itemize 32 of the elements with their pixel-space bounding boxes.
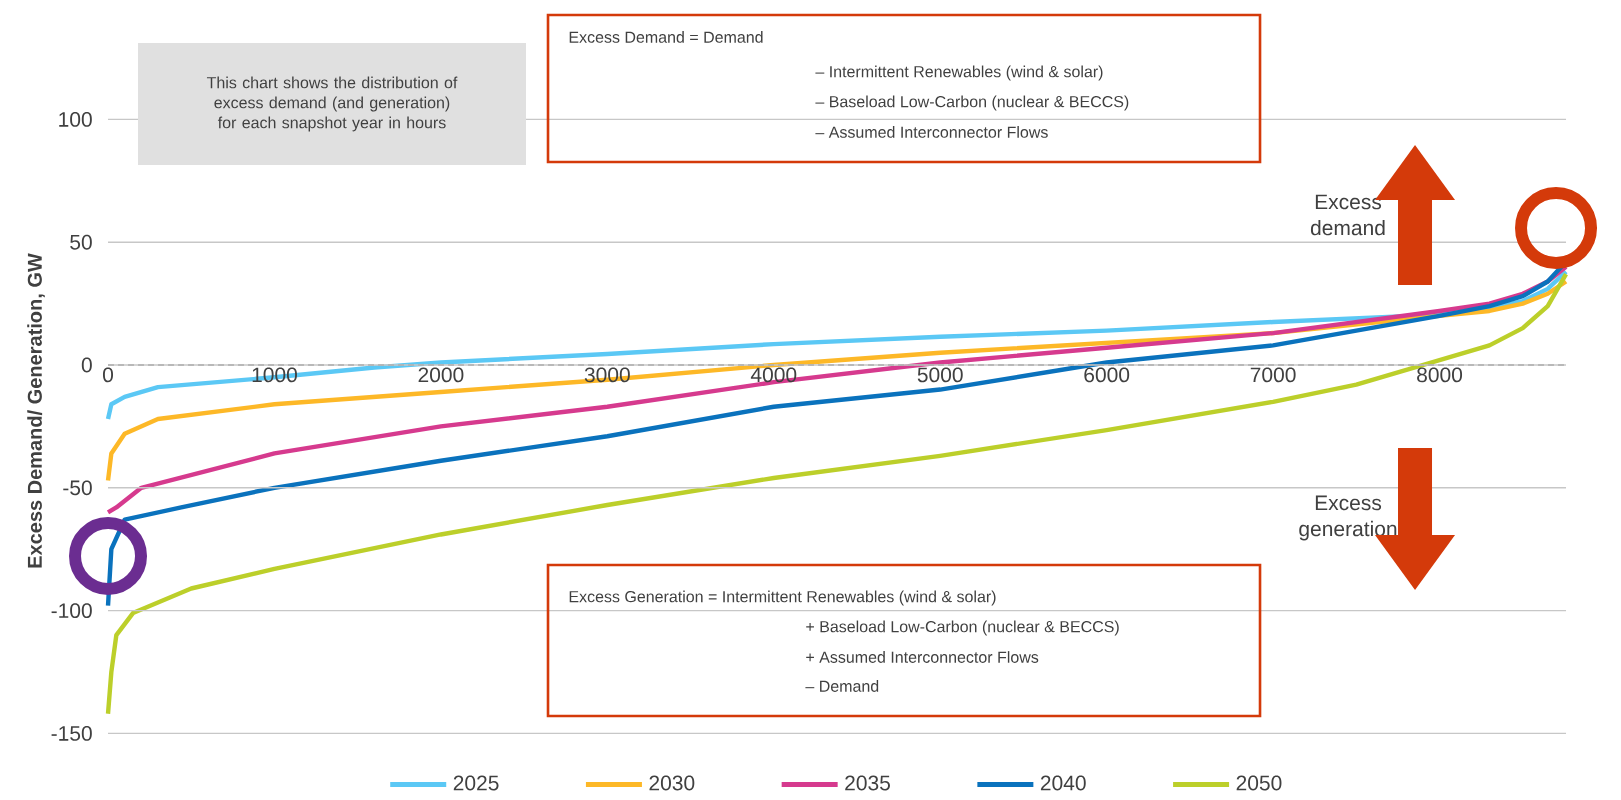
y-tick-label: 0 bbox=[81, 357, 92, 373]
y-tick-label: -50 bbox=[63, 480, 92, 496]
y-tick-label: -150 bbox=[51, 725, 92, 741]
legend-label: 2035 bbox=[845, 775, 890, 791]
legend-label: 2040 bbox=[1040, 775, 1086, 791]
text: – Intermittent Renewables (wind & solar) bbox=[815, 65, 1103, 81]
y-tick-label: -100 bbox=[51, 603, 92, 619]
annotation: – Assumed Interconnector Flows bbox=[815, 126, 1048, 138]
y-axis-title: Excess Demand/ Generation, GW bbox=[27, 253, 45, 568]
legend-label: 2050 bbox=[1236, 775, 1282, 791]
x-tick-label: 6000 bbox=[1084, 367, 1130, 383]
annotation: + Baseload Low-Carbon (nuclear & BECCS) bbox=[806, 620, 1119, 636]
annotation: This chart shows the distribution of excess demand (and generation) for each snapshot year in hours bbox=[206, 76, 458, 132]
legend-label: 2030 bbox=[649, 775, 695, 791]
line-series bbox=[105, 271, 1569, 716]
x-tick-label: 2000 bbox=[418, 367, 464, 383]
annotation: Excess generation bbox=[1299, 495, 1397, 541]
x-tick-label: 8000 bbox=[1417, 367, 1463, 383]
annotation: + Assumed Interconnector Flows bbox=[806, 651, 1039, 663]
x-tick-label: 5000 bbox=[917, 367, 963, 383]
legend-label: 2025 bbox=[453, 775, 499, 791]
x-tick-label: 7000 bbox=[1250, 367, 1296, 383]
x-tick-label: 4000 bbox=[750, 367, 797, 383]
annotation: Excess demand bbox=[1310, 194, 1385, 236]
line-series bbox=[105, 269, 1569, 422]
annotation: – Demand bbox=[805, 680, 879, 692]
y-tick-label: 50 bbox=[70, 234, 92, 250]
text: Excess Demand = Demand bbox=[569, 31, 763, 43]
y-tick-label: 100 bbox=[59, 111, 92, 127]
annotation: Excess Generation = Intermittent Renewables (wind & solar) bbox=[569, 590, 996, 606]
text: – Baseload Low-Carbon (nuclear & BECCS) bbox=[815, 95, 1129, 111]
x-tick-label: 0 bbox=[102, 367, 114, 383]
